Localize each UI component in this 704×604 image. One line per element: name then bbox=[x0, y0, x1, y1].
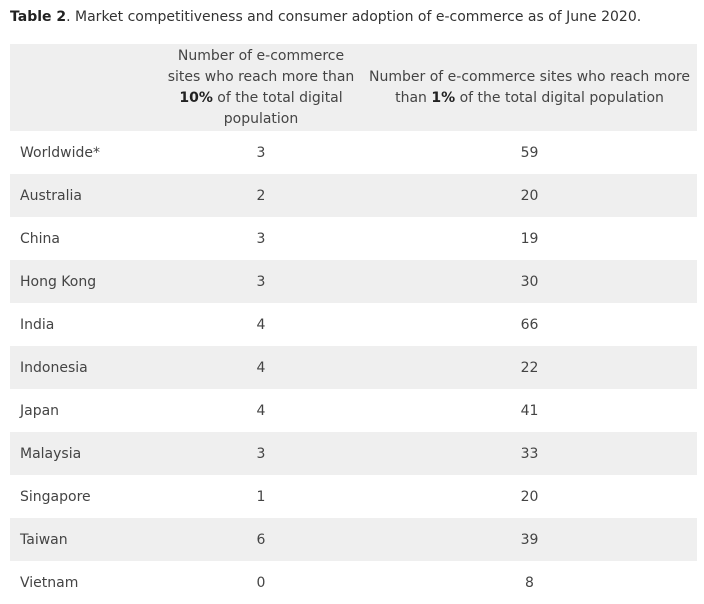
header-row: Number of e-commerce sites who reach mor… bbox=[10, 44, 697, 131]
over-1-cell: 20 bbox=[520, 488, 539, 505]
country-cell: Worldwide* bbox=[20, 144, 100, 161]
over-10-cell: 3 bbox=[256, 445, 266, 462]
table-row: Worldwide* 3 59 bbox=[10, 131, 697, 174]
over-1-cell: 8 bbox=[525, 574, 534, 591]
header-over-1-percent: Number of e-commerce sites who reach mor… bbox=[362, 44, 697, 131]
table-row: Singapore 1 20 bbox=[10, 475, 697, 518]
table-row: Hong Kong 3 30 bbox=[10, 260, 697, 303]
header-over-10-percent: Number of e-commerce sites who reach mor… bbox=[160, 44, 362, 131]
table-row: Malaysia 3 33 bbox=[10, 432, 697, 475]
country-cell: Malaysia bbox=[20, 445, 82, 462]
country-cell: India bbox=[20, 316, 55, 333]
country-cell: Hong Kong bbox=[20, 273, 97, 290]
table-caption: Table 2. Market competitiveness and cons… bbox=[10, 9, 641, 25]
country-cell: Australia bbox=[20, 187, 82, 204]
header-col2-after: of the total digital population bbox=[455, 89, 664, 106]
table-row: China 3 19 bbox=[10, 217, 697, 260]
country-cell: Vietnam bbox=[20, 574, 79, 591]
table-row: Japan 4 41 bbox=[10, 389, 697, 432]
over-10-cell: 3 bbox=[256, 144, 266, 161]
table-row: Vietnam 0 8 bbox=[10, 561, 697, 604]
header-col1-bold: 10% bbox=[179, 89, 213, 106]
over-1-cell: 30 bbox=[520, 273, 539, 290]
caption-text: . Market competitiveness and consumer ad… bbox=[66, 9, 642, 25]
over-10-cell: 2 bbox=[256, 187, 266, 204]
over-10-cell: 4 bbox=[256, 359, 266, 376]
country-cell: Japan bbox=[20, 402, 60, 419]
over-1-cell: 22 bbox=[520, 359, 539, 376]
header-country bbox=[10, 44, 160, 131]
header-col2-before: Number of e-commerce sites who reach mor… bbox=[369, 68, 690, 106]
over-10-cell: 3 bbox=[256, 230, 266, 247]
over-10-cell: 4 bbox=[256, 316, 266, 333]
country-cell: Taiwan bbox=[20, 531, 68, 548]
table-body: Worldwide* 3 59 Australia 2 20 China 3 19 Hong… bbox=[10, 131, 697, 604]
table-row: Australia 2 20 bbox=[10, 174, 697, 217]
over-10-cell: 1 bbox=[256, 488, 266, 505]
header-col2-bold: 1% bbox=[431, 89, 456, 106]
over-1-cell: 66 bbox=[520, 316, 539, 333]
over-1-cell: 33 bbox=[520, 445, 539, 462]
country-cell: Singapore bbox=[20, 488, 91, 505]
over-10-cell: 3 bbox=[256, 273, 266, 290]
over-1-cell: 41 bbox=[520, 402, 539, 419]
ecommerce-table: Number of e-commerce sites who reach mor… bbox=[10, 44, 697, 604]
over-1-cell: 39 bbox=[520, 531, 539, 548]
over-1-cell: 59 bbox=[520, 144, 539, 161]
header-col1-before: Number of e-commerce sites who reach mor… bbox=[167, 47, 355, 85]
country-cell: Indonesia bbox=[20, 359, 88, 376]
over-1-cell: 20 bbox=[520, 187, 539, 204]
table-row: India 4 66 bbox=[10, 303, 697, 346]
over-10-cell: 4 bbox=[256, 402, 266, 419]
table-row: Indonesia 4 22 bbox=[10, 346, 697, 389]
over-1-cell: 19 bbox=[520, 230, 539, 247]
over-10-cell: 6 bbox=[256, 531, 266, 548]
over-10-cell: 0 bbox=[256, 574, 266, 591]
table-header: Number of e-commerce sites who reach mor… bbox=[10, 44, 697, 131]
country-cell: China bbox=[20, 230, 60, 247]
header-col1-after: of the total digital population bbox=[212, 89, 343, 127]
table-row: Taiwan 6 39 bbox=[10, 518, 697, 561]
caption-label: Table 2 bbox=[10, 9, 67, 25]
